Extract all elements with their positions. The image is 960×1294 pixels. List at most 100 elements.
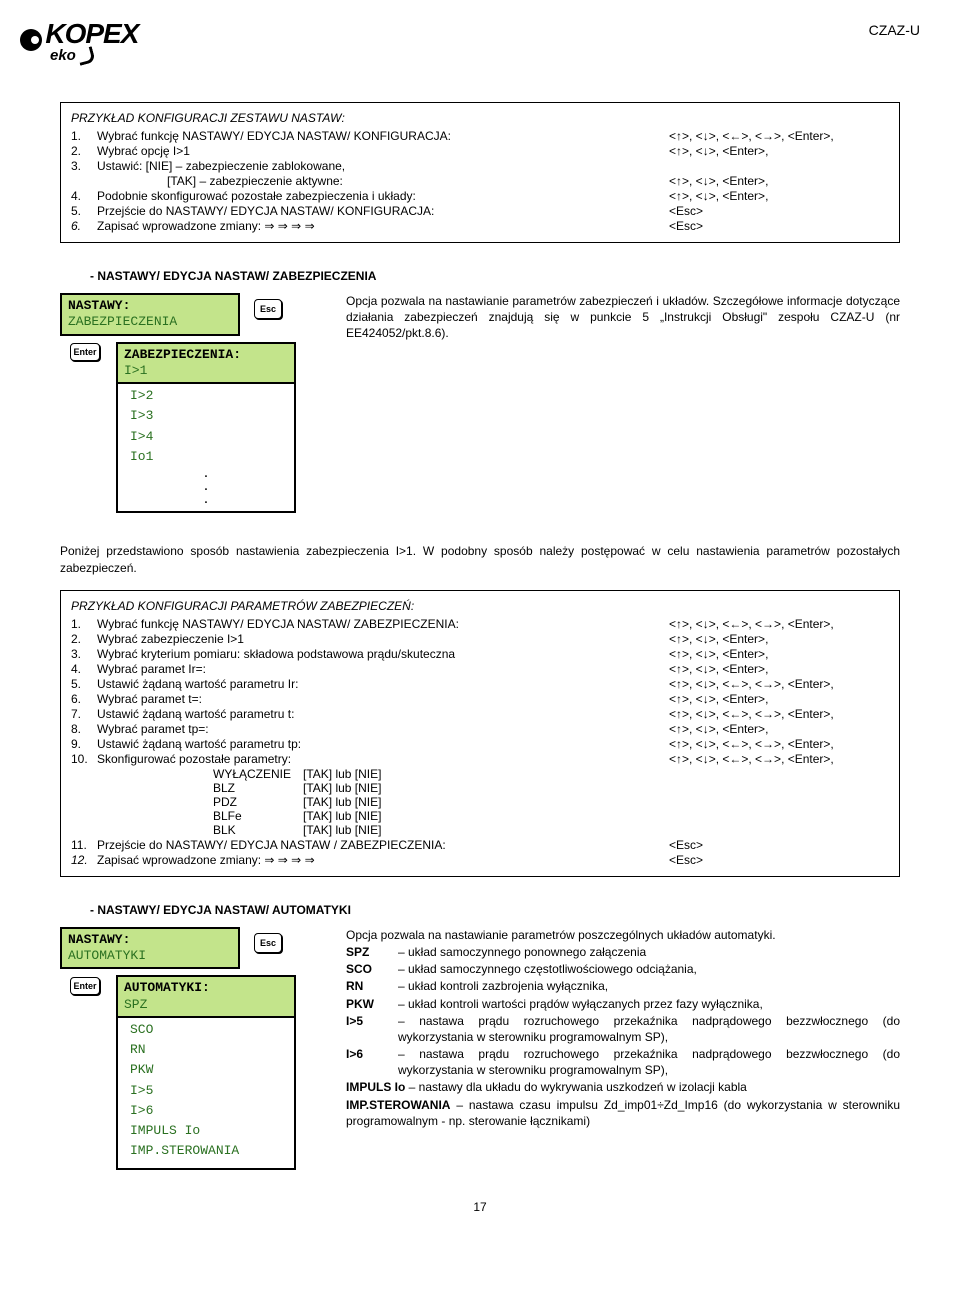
step-keys: <Esc> bbox=[669, 204, 889, 218]
step-keys: <↑>, <↓>, <←>, <→>, <Enter>, bbox=[669, 752, 889, 766]
menu-top-2-title: NASTAWY: bbox=[68, 932, 232, 948]
box2-title: PRZYKŁAD KONFIGURACJI PARAMETRÓW ZABEZPI… bbox=[71, 599, 889, 613]
below-text: Poniżej przedstawiono sposób nastawienia… bbox=[60, 543, 900, 575]
step-row: 1.Wybrać funkcję NASTAWY/ EDYCJA NASTAW/… bbox=[71, 129, 889, 143]
menu-sub-2-sel: SPZ bbox=[124, 997, 288, 1013]
param-label: PDZ bbox=[213, 795, 303, 809]
menu-item: I>5 bbox=[124, 1081, 288, 1101]
menu-item: I>4 bbox=[124, 427, 288, 447]
menu-item: I>6 bbox=[124, 1101, 288, 1121]
step-num: 3. bbox=[71, 159, 97, 173]
step-text: Wybrać funkcję NASTAWY/ EDYCJA NASTAW/ Z… bbox=[97, 617, 669, 631]
step-num: 7. bbox=[71, 707, 97, 721]
page-number: 17 bbox=[60, 1200, 900, 1214]
step-keys: <Esc> bbox=[669, 838, 889, 852]
step-row: 2.Wybrać zabezpieczenie I>1<↑>, <↓>, <En… bbox=[71, 632, 889, 646]
step-text: Przejście do NASTAWY/ EDYCJA NASTAW / ZA… bbox=[97, 838, 669, 852]
menu-sub-1-title: ZABEZPIECZENIA: bbox=[124, 347, 288, 363]
def-label: SPZ bbox=[346, 944, 398, 960]
step-num: 5. bbox=[71, 677, 97, 691]
step-row: 4.Wybrać paramet Ir=:<↑>, <↓>, <Enter>, bbox=[71, 662, 889, 676]
logo-arc bbox=[76, 46, 96, 66]
enter-key-2: Enter bbox=[70, 977, 100, 995]
def-imp-ster: IMP.STEROWANIA – nastawa czasu impulsu Z… bbox=[346, 1097, 900, 1129]
step-keys: <Esc> bbox=[669, 853, 889, 867]
menu-item: PKW bbox=[124, 1060, 288, 1080]
param-row: BLFe[TAK] lub [NIE] bbox=[213, 809, 889, 823]
section2-intro: Opcja pozwala na nastawianie parametrów … bbox=[346, 927, 900, 943]
step-keys: <↑>, <↓>, <Enter>, bbox=[669, 144, 889, 158]
step-text: Wybrać paramet tp=: bbox=[97, 722, 669, 736]
menu-item: IMP.STEROWANIA bbox=[124, 1141, 288, 1161]
step-text: Wybrać paramet t=: bbox=[97, 692, 669, 706]
step-row: 1.Wybrać funkcję NASTAWY/ EDYCJA NASTAW/… bbox=[71, 617, 889, 631]
def-row: I>6– nastawa prądu rozruchowego przekaźn… bbox=[346, 1046, 900, 1078]
step-text: Ustawić: [NIE] – zabezpieczenie zablokow… bbox=[97, 159, 669, 173]
step-text: Wybrać opcję I>1 bbox=[97, 144, 669, 158]
step-row: 9.Ustawić żądaną wartość parametru tp:<↑… bbox=[71, 737, 889, 751]
step-num: 6. bbox=[71, 692, 97, 706]
step-row: 11.Przejście do NASTAWY/ EDYCJA NASTAW /… bbox=[71, 838, 889, 852]
def-row: I>5– nastawa prądu rozruchowego przekaźn… bbox=[346, 1013, 900, 1045]
header-label: CZAZ-U bbox=[869, 22, 920, 38]
step-num: 4. bbox=[71, 189, 97, 203]
param-label: BLFe bbox=[213, 809, 303, 823]
esc-key-2: Esc bbox=[254, 933, 282, 953]
param-value: [TAK] lub [NIE] bbox=[303, 823, 381, 837]
def-label: I>6 bbox=[346, 1046, 398, 1078]
step-num: 8. bbox=[71, 722, 97, 736]
step-keys: <↑>, <↓>, <←>, <→>, <Enter>, bbox=[669, 737, 889, 751]
step-text: [TAK] – zabezpieczenie aktywne: bbox=[97, 174, 669, 188]
step-text: Wybrać funkcję NASTAWY/ EDYCJA NASTAW/ K… bbox=[97, 129, 669, 143]
def-text: – układ samoczynnego częstotliwościowego… bbox=[398, 961, 900, 977]
step-num: 11. bbox=[71, 838, 97, 852]
step-text: Ustawić żądaną wartość parametru t: bbox=[97, 707, 669, 721]
step-keys: <↑>, <↓>, <←>, <→>, <Enter>, bbox=[669, 677, 889, 691]
menu-item: SCO bbox=[124, 1020, 288, 1040]
def-row: SCO– układ samoczynnego częstotliwościow… bbox=[346, 961, 900, 977]
def-text: – nastawa prądu rozruchowego przekaźnika… bbox=[398, 1013, 900, 1045]
step-num: 1. bbox=[71, 617, 97, 631]
step-text: Skonfigurować pozostałe parametry: bbox=[97, 752, 669, 766]
step-keys: <↑>, <↓>, <←>, <→>, <Enter>, bbox=[669, 707, 889, 721]
section2-heading: NASTAWY/ EDYCJA NASTAW/ AUTOMATYKI bbox=[60, 903, 900, 917]
step-keys: <↑>, <↓>, <Enter>, bbox=[669, 692, 889, 706]
step-row: 4.Podobnie skonfigurować pozostałe zabez… bbox=[71, 189, 889, 203]
section1-menu-col: NASTAWY: ZABEZPIECZENIA Esc Enter ZABEZP… bbox=[60, 293, 320, 513]
def-text: – układ kontroli wartości prądów wyłącza… bbox=[398, 996, 900, 1012]
example-box-2: PRZYKŁAD KONFIGURACJI PARAMETRÓW ZABEZPI… bbox=[60, 590, 900, 877]
def-impuls-io-label: IMPULS Io bbox=[346, 1080, 405, 1094]
param-label: BLZ bbox=[213, 781, 303, 795]
step-text: Wybrać zabezpieczenie I>1 bbox=[97, 632, 669, 646]
section2-menu-col: NASTAWY: AUTOMATYKI Esc Enter AUTOMATYKI… bbox=[60, 927, 320, 1170]
menu-item: I>3 bbox=[124, 406, 288, 426]
section1-desc: Opcja pozwala na nastawianie parametrów … bbox=[346, 293, 900, 513]
step-text: Zapisać wprowadzone zmiany: ⇒ ⇒ ⇒ ⇒ bbox=[97, 219, 669, 233]
section2-desc: Opcja pozwala na nastawianie parametrów … bbox=[346, 927, 900, 1170]
def-label: PKW bbox=[346, 996, 398, 1012]
step-keys: <↑>, <↓>, <←>, <→>, <Enter>, bbox=[669, 617, 889, 631]
step-num: 4. bbox=[71, 662, 97, 676]
logo-sub: eko bbox=[50, 47, 76, 64]
menu-top-1-sel: ZABEZPIECZENIA bbox=[68, 314, 232, 330]
menu-rest-1: I>2I>3I>4Io1 . . . bbox=[116, 384, 296, 513]
step-keys: <↑>, <↓>, <Enter>, bbox=[669, 722, 889, 736]
section2-substack: AUTOMATYKI: SPZ SCORNPKWI>5I>6IMPULS IoI… bbox=[116, 975, 320, 1169]
def-text: – układ samoczynnego ponownego załączeni… bbox=[398, 944, 900, 960]
step-row: 5.Przejście do NASTAWY/ EDYCJA NASTAW/ K… bbox=[71, 204, 889, 218]
step-num bbox=[71, 174, 97, 188]
step-row: 7.Ustawić żądaną wartość parametru t:<↑>… bbox=[71, 707, 889, 721]
logo: KOPEX eko bbox=[20, 18, 138, 64]
step-row: 6.Wybrać paramet t=:<↑>, <↓>, <Enter>, bbox=[71, 692, 889, 706]
param-row: BLK[TAK] lub [NIE] bbox=[213, 823, 889, 837]
step-keys bbox=[669, 159, 889, 173]
param-value: [TAK] lub [NIE] bbox=[303, 767, 381, 781]
step-row: 2.Wybrać opcję I>1<↑>, <↓>, <Enter>, bbox=[71, 144, 889, 158]
def-label: SCO bbox=[346, 961, 398, 977]
esc-key-1: Esc bbox=[254, 299, 282, 319]
step-num: 1. bbox=[71, 129, 97, 143]
example-box-1: PRZYKŁAD KONFIGURACJI ZESTAWU NASTAW: 1.… bbox=[60, 102, 900, 243]
page: KOPEX eko CZAZ-U PRZYKŁAD KONFIGURACJI Z… bbox=[0, 0, 960, 1244]
step-num: 6. bbox=[71, 219, 97, 233]
step-num: 3. bbox=[71, 647, 97, 661]
